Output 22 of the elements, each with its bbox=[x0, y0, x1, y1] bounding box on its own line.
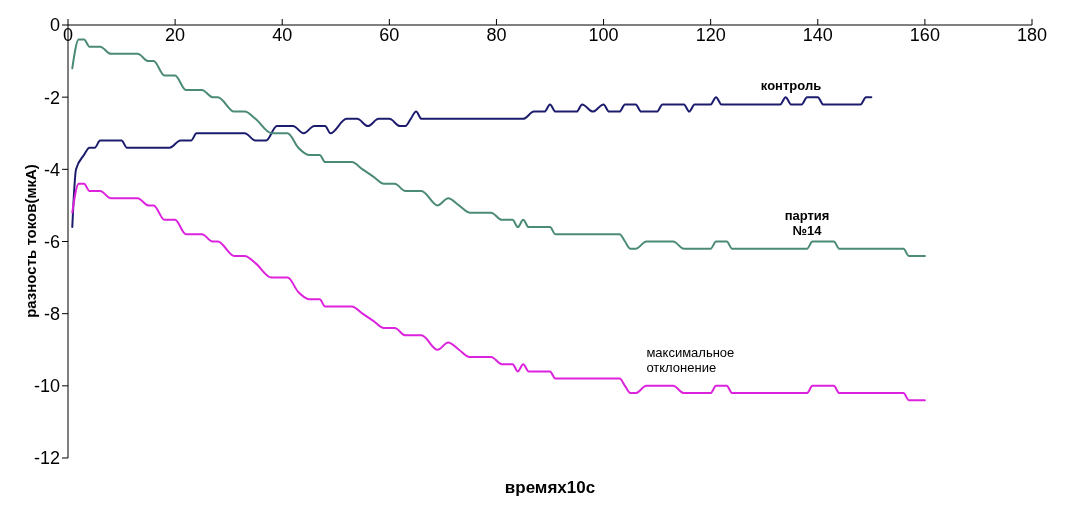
y-tick-label: -4 bbox=[43, 159, 60, 180]
x-tick-label: 160 bbox=[909, 25, 940, 45]
y-tick-label: -2 bbox=[43, 87, 60, 108]
x-axis-title: времях10с bbox=[503, 478, 597, 498]
series-label: партия №14 bbox=[784, 207, 830, 238]
x-tick-label: 20 bbox=[165, 25, 186, 45]
x-tick-label: 140 bbox=[802, 25, 833, 45]
series-label: максимальное отклонение bbox=[646, 344, 735, 375]
line-series bbox=[71, 182, 926, 402]
y-tick-label: -8 bbox=[43, 304, 60, 325]
x-tick-label: 40 bbox=[272, 25, 293, 45]
x-tick-label: 0 bbox=[62, 25, 74, 45]
x-tick-label: 80 bbox=[486, 25, 507, 45]
y-tick-label: -6 bbox=[43, 231, 60, 252]
x-tick-label: 60 bbox=[379, 25, 400, 45]
y-tick-label: -12 bbox=[33, 448, 60, 469]
x-tick-label: 100 bbox=[588, 25, 619, 45]
y-tick-label: -10 bbox=[33, 376, 60, 397]
x-tick-label: 120 bbox=[695, 25, 726, 45]
x-tick-label: 180 bbox=[1016, 25, 1048, 45]
y-axis-title: разность токов(мкА) bbox=[21, 164, 39, 318]
series-label: контроль bbox=[760, 78, 822, 94]
